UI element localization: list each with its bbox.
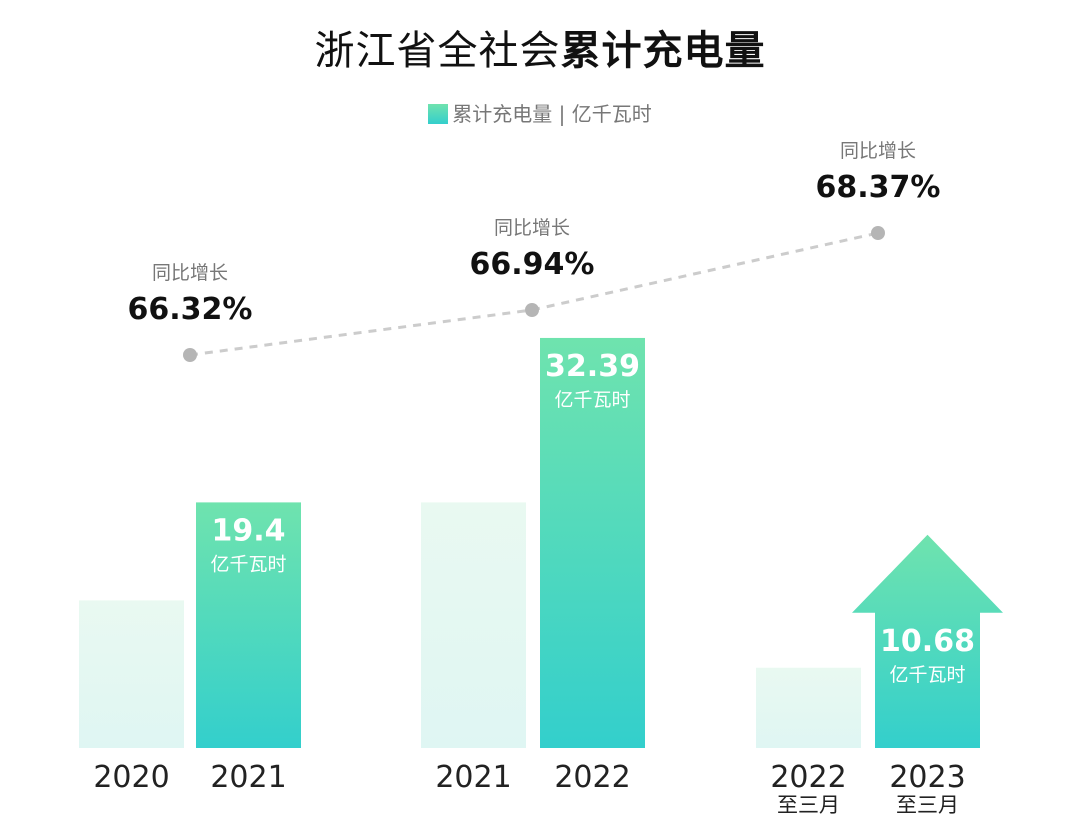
x-tick-label: 2021 <box>210 760 286 795</box>
bar-unit-label: 亿千瓦时 <box>210 553 286 575</box>
x-tick-label: 2021 <box>435 760 511 795</box>
growth-value: 66.32% <box>128 292 253 327</box>
bar-prior-2020 <box>79 600 184 748</box>
legend: 累计充电量 | 亿千瓦时 <box>0 98 1080 127</box>
bar-current-2022 <box>540 337 645 748</box>
bar-current-2021 <box>196 502 301 748</box>
growth-value: 68.37% <box>816 170 941 205</box>
x-tick-label: 2023 <box>889 760 965 795</box>
bar-unit-label: 亿千瓦时 <box>889 664 965 686</box>
bar-unit-label: 亿千瓦时 <box>554 389 630 411</box>
growth-label: 同比增长 <box>840 140 916 162</box>
growth-dot <box>183 348 197 362</box>
legend-swatch <box>428 104 449 124</box>
title-bold: 累计充电量 <box>560 28 766 74</box>
growth-label: 同比增长 <box>494 217 570 239</box>
growth-value: 66.94% <box>470 247 595 282</box>
title-regular: 浙江省全社会 <box>314 28 561 74</box>
x-tick-label: 2022 <box>770 760 846 795</box>
x-tick-sublabel: 至三月 <box>896 793 959 817</box>
bar-value-label: 32.39 <box>545 349 640 384</box>
bar-prior-2021 <box>421 502 526 748</box>
bar-prior-2022 <box>756 667 861 748</box>
growth-label: 同比增长 <box>152 262 228 284</box>
x-tick-sublabel: 至三月 <box>777 793 840 817</box>
bar-value-label: 19.4 <box>211 513 285 548</box>
legend-label: 累计充电量 | 亿千瓦时 <box>452 102 652 126</box>
bar-current-arrow-2023 <box>852 534 1003 748</box>
bar-value-label: 10.68 <box>880 624 975 659</box>
growth-dot <box>871 226 885 240</box>
x-tick-label: 2022 <box>554 760 630 795</box>
x-tick-label: 2020 <box>93 760 169 795</box>
chart-title: 浙江省全社会累计充电量 <box>0 18 1080 76</box>
growth-dot <box>525 303 539 317</box>
